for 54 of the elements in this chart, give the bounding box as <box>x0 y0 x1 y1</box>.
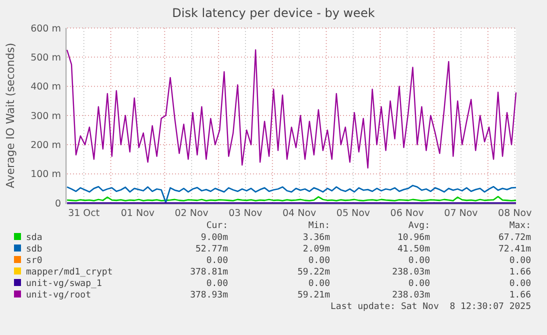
text: 3.36m <box>302 233 330 243</box>
line-series <box>66 49 517 169</box>
text: 238.03m <box>392 268 430 278</box>
text: Max: <box>509 221 531 231</box>
text: 1.66 <box>509 268 531 278</box>
legend-label: unit-vg/swap_1 <box>26 279 102 289</box>
text: Min: <box>308 221 330 231</box>
y-tick-label: 400 m <box>30 82 61 93</box>
text: Last update: Sat Nov 8 12:30:07 2025 <box>330 302 531 312</box>
legend-label: unit-vg/root <box>26 290 92 300</box>
text: 0.00 <box>408 279 430 289</box>
y-tick-label: 600 m <box>30 23 61 34</box>
text: 0.00 <box>206 279 228 289</box>
text: 67.72m <box>498 233 531 243</box>
text: 0.00 <box>308 279 330 289</box>
text: 0.00 <box>509 279 531 289</box>
text: 1.66 <box>509 290 531 300</box>
text: 9.00m <box>200 233 228 243</box>
legend-label: sdb <box>26 244 42 254</box>
x-tick-label: 31 Oct <box>68 208 100 219</box>
x-tick-label: 02 Nov <box>174 208 209 219</box>
x-tick-label: 07 Nov <box>444 208 478 219</box>
y-tick-label: 500 m <box>30 52 61 64</box>
x-tick-label: 01 Nov <box>120 208 155 219</box>
x-tick-label: 05 Nov <box>336 208 370 219</box>
x-tick-label: 04 Nov <box>282 208 317 219</box>
text: 41.50m <box>397 244 430 254</box>
text: 10.96m <box>397 233 430 243</box>
legend-label: sr0 <box>26 256 42 266</box>
y-tick-label: 200 m <box>30 140 61 151</box>
text: 0.00 <box>206 256 228 266</box>
text: 59.21m <box>297 290 330 300</box>
text: 0.00 <box>509 256 531 266</box>
text: 238.03m <box>392 290 430 300</box>
x-tick-label: 03 Nov <box>228 208 263 219</box>
text: 59.22m <box>297 268 330 278</box>
text: 378.81m <box>190 268 228 278</box>
y-tick-label: 300 m <box>30 110 61 122</box>
chart-title: Disk latency per device - by week <box>172 6 375 20</box>
x-tick-label: 06 Nov <box>390 208 424 219</box>
legend-label: mapper/md1_crypt <box>26 268 113 278</box>
text: 52.77m <box>195 244 228 254</box>
x-tick-label: 08 Nov <box>498 208 532 219</box>
y-tick-label: 0 <box>54 198 61 210</box>
text: 72.41m <box>498 244 531 254</box>
y-tick-label: 100 m <box>30 169 61 180</box>
text: 0.00 <box>308 256 330 266</box>
text: 2.09m <box>302 244 330 254</box>
text: Avg: <box>408 221 430 231</box>
y-axis-title: Average IO Wait (seconds) <box>4 42 17 188</box>
text: Cur: <box>206 221 228 231</box>
text: 0.00 <box>408 256 430 266</box>
text: 378.93m <box>190 290 228 300</box>
legend-label: sda <box>26 233 42 243</box>
